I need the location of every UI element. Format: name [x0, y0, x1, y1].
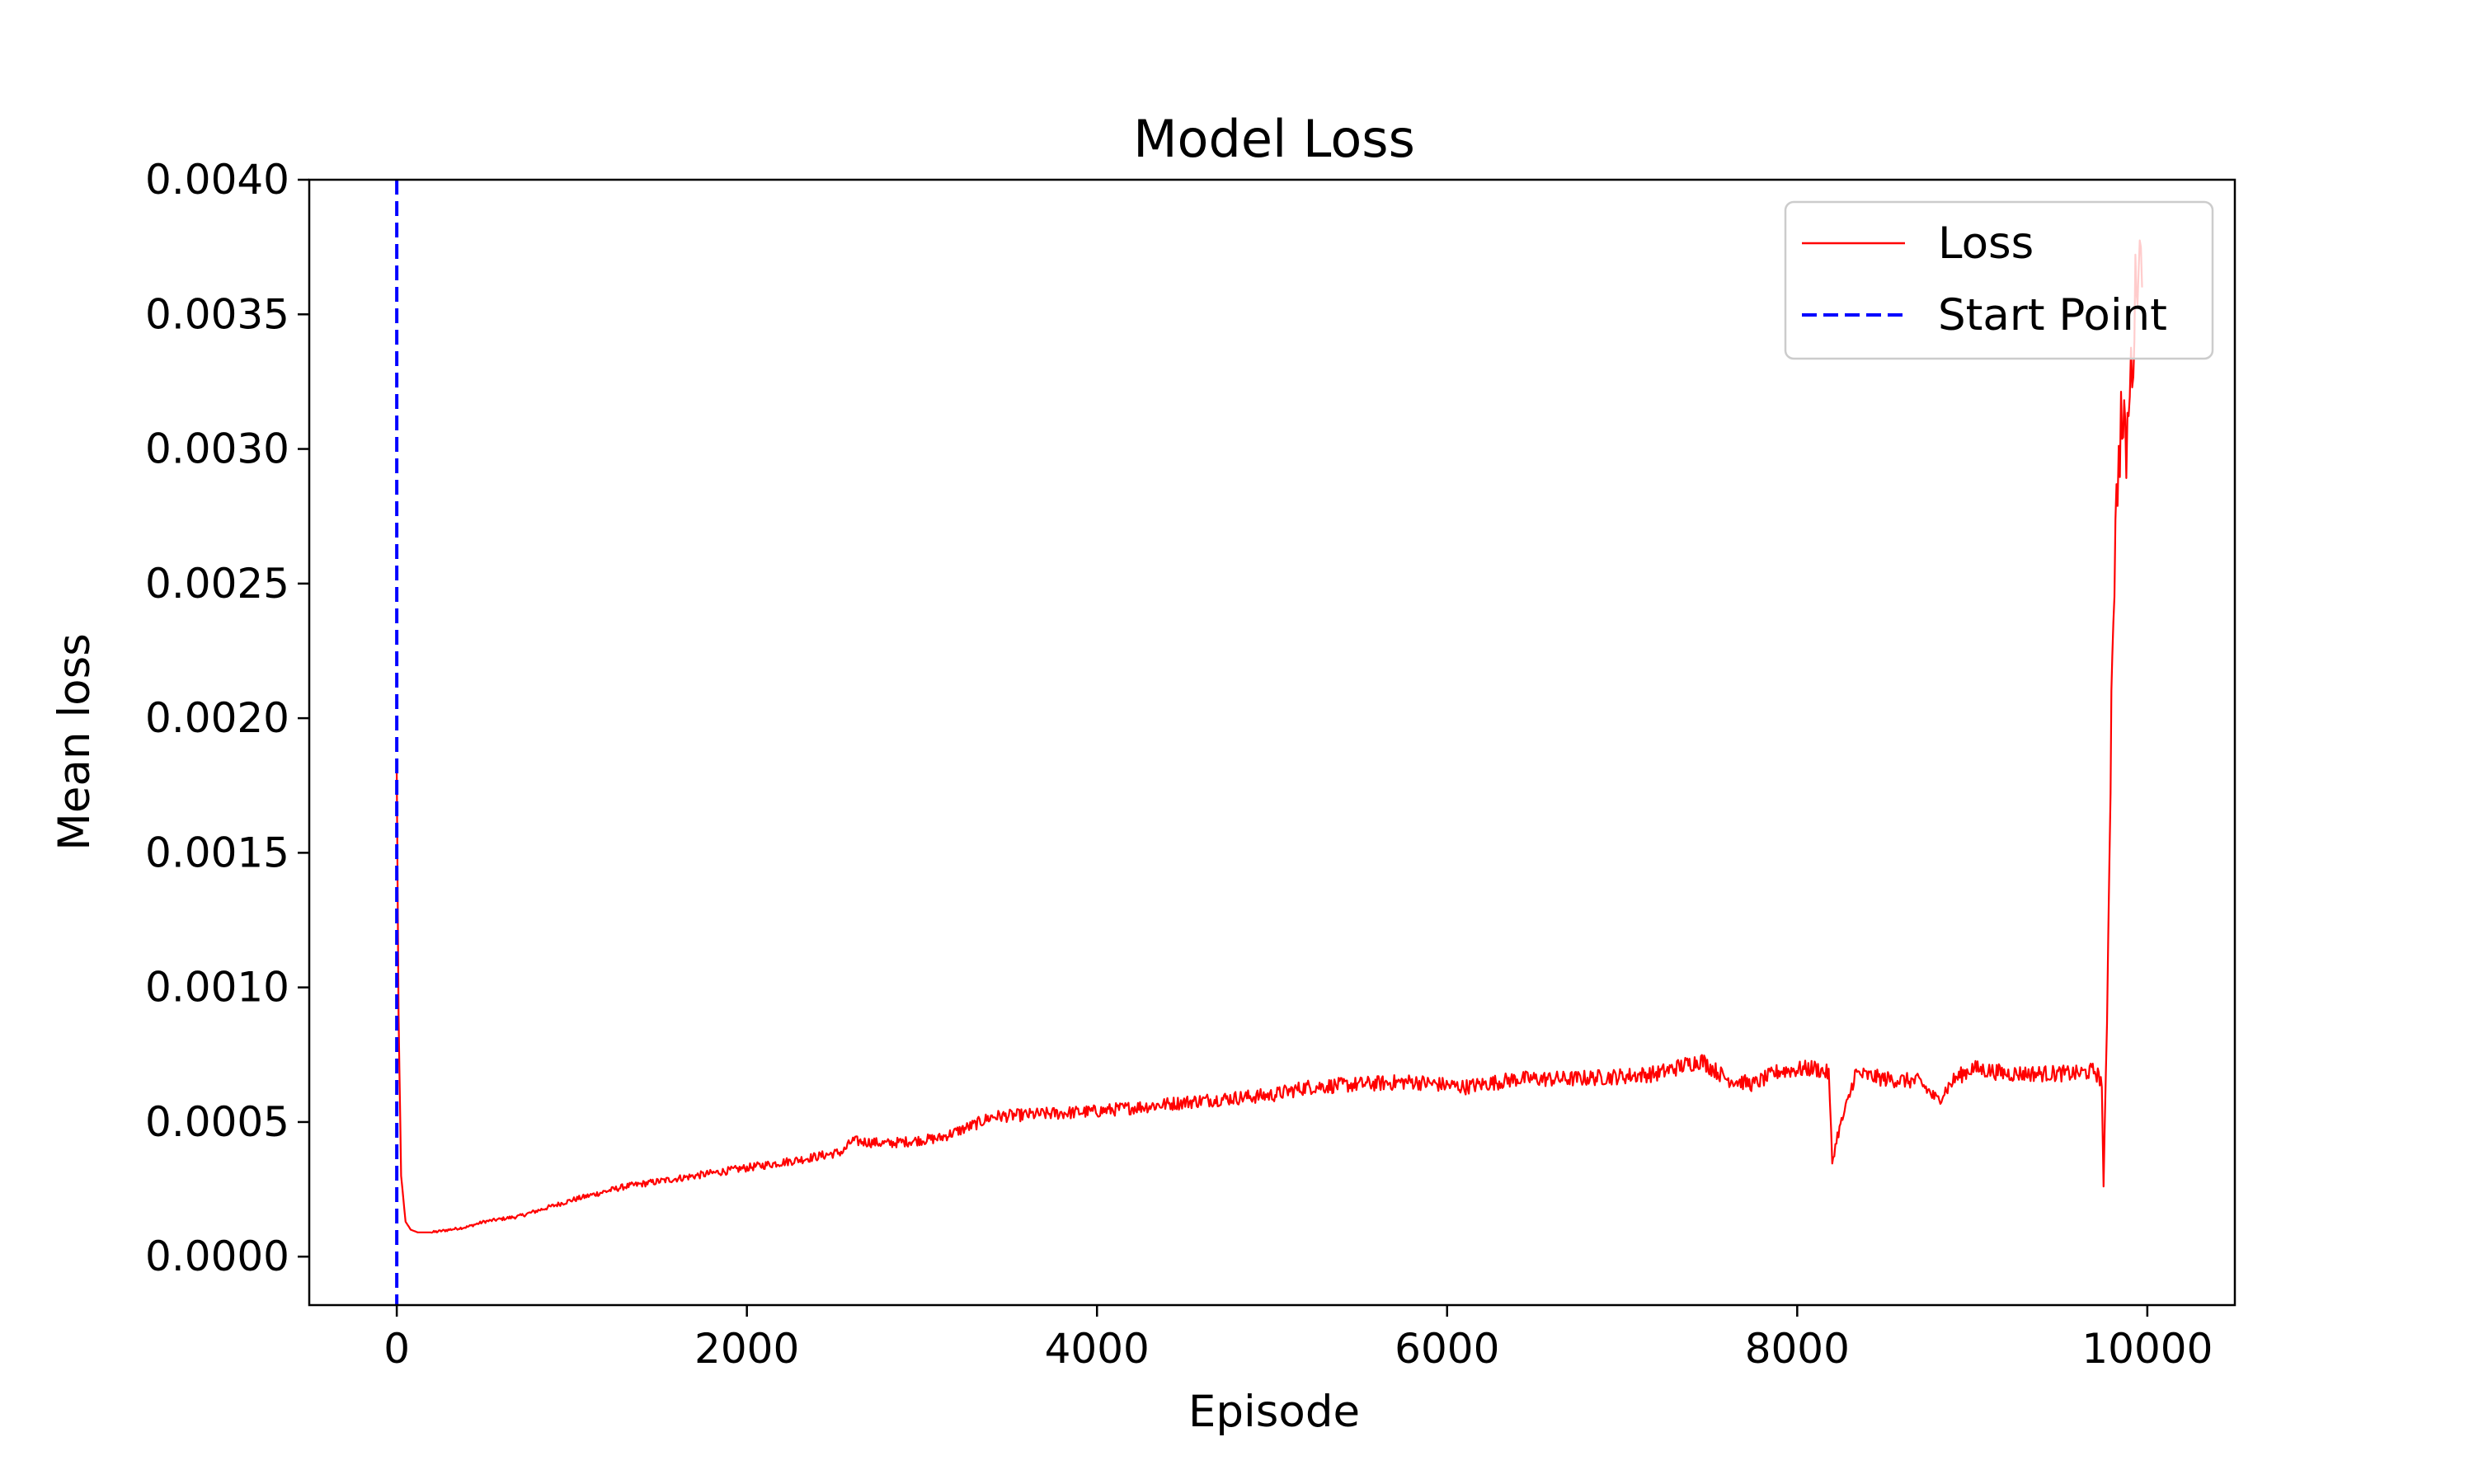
plot-frame: [308, 178, 2236, 1307]
y-tick-label: 0.0040: [145, 156, 289, 204]
y-tick-label: 0.0010: [145, 964, 289, 1012]
chart-title: Model Loss: [1133, 109, 1415, 169]
x-axis-label: Episode: [1188, 1387, 1360, 1437]
y-tick-label: 0.0015: [145, 829, 289, 876]
legend-start-point-label: Start Point: [1938, 290, 2167, 340]
x-tick-label: 2000: [694, 1325, 799, 1373]
y-tick-label: 0.0035: [145, 290, 289, 338]
y-axis-label: Mean loss: [49, 633, 100, 851]
x-tick-label: 4000: [1045, 1325, 1150, 1373]
y-tick-label: 0.0025: [145, 560, 289, 608]
x-axis: 0 2000 4000 6000 8000 10000: [383, 1305, 2213, 1373]
legend-box: [1784, 200, 2214, 360]
y-tick-label: 0.0020: [145, 694, 289, 742]
legend-loss-label: Loss: [1938, 218, 2034, 269]
x-tick-label: 6000: [1395, 1325, 1499, 1373]
plot-area: [395, 180, 2143, 1305]
x-tick-label: 0: [383, 1325, 410, 1373]
loss-series-line: [396, 239, 2143, 1234]
x-tick-label: 8000: [1745, 1325, 1850, 1373]
y-tick-label: 0.0030: [145, 425, 289, 473]
y-tick-label: 0.0000: [145, 1233, 289, 1280]
legend: Loss Start Point: [1784, 200, 2214, 360]
y-axis: 0.0000 0.0005 0.0010 0.0015 0.0020 0.0025 0.00…: [145, 156, 309, 1280]
x-tick-label: 10000: [2081, 1325, 2213, 1373]
y-tick-label: 0.0005: [145, 1098, 289, 1146]
